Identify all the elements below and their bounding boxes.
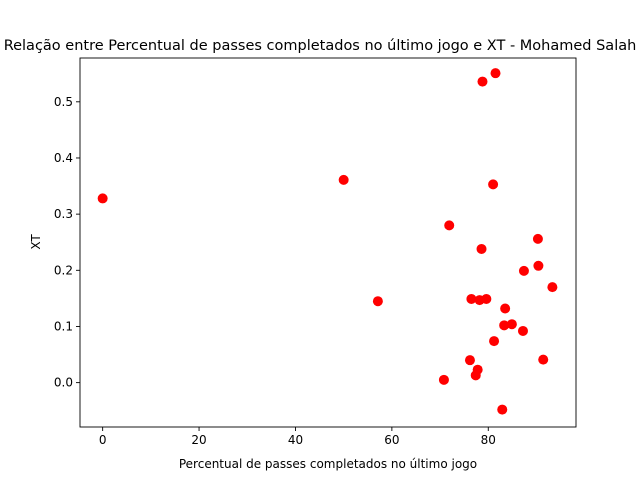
- data-point: [472, 364, 483, 375]
- data-point: [533, 260, 544, 271]
- y-tick-label: 0.2: [54, 263, 73, 277]
- data-point: [547, 282, 558, 293]
- x-tick-label: 80: [481, 433, 496, 447]
- x-tick-label: 60: [384, 433, 399, 447]
- data-point: [499, 320, 510, 331]
- plot-area: 0 20 40 60 80 0.0 0.1 0.2 0.3 0.4 0.5: [54, 57, 577, 447]
- data-point: [538, 354, 549, 365]
- data-point: [490, 68, 501, 79]
- data-point: [518, 265, 529, 276]
- data-point: [481, 293, 492, 304]
- data-point: [506, 319, 517, 330]
- y-axis-label: XT: [29, 234, 43, 250]
- data-point: [488, 179, 499, 190]
- data-point: [97, 193, 108, 204]
- y-tick-label: 0.3: [54, 207, 73, 221]
- data-point: [438, 374, 449, 385]
- data-point: [497, 404, 508, 415]
- x-axis-label: Percentual de passes completados no últi…: [179, 457, 477, 471]
- data-point: [372, 296, 383, 307]
- axes-frame: [79, 57, 577, 428]
- data-point: [500, 303, 511, 314]
- chart-title: Relação entre Percentual de passes compl…: [4, 38, 637, 54]
- y-tick-label: 0.1: [54, 319, 73, 333]
- data-point: [338, 174, 349, 185]
- data-point: [532, 233, 543, 244]
- data-point: [466, 293, 477, 304]
- x-tick-label: 40: [288, 433, 303, 447]
- data-point: [477, 76, 488, 87]
- y-tick-label: 0.0: [54, 376, 73, 390]
- data-point: [489, 336, 500, 347]
- data-point: [517, 325, 528, 336]
- data-point: [464, 355, 475, 366]
- y-tick-label: 0.5: [54, 95, 73, 109]
- x-tick-label: 20: [191, 433, 206, 447]
- y-tick-label: 0.4: [54, 151, 73, 165]
- x-tick-label: 0: [99, 433, 107, 447]
- data-point: [476, 243, 487, 254]
- data-point: [444, 220, 455, 231]
